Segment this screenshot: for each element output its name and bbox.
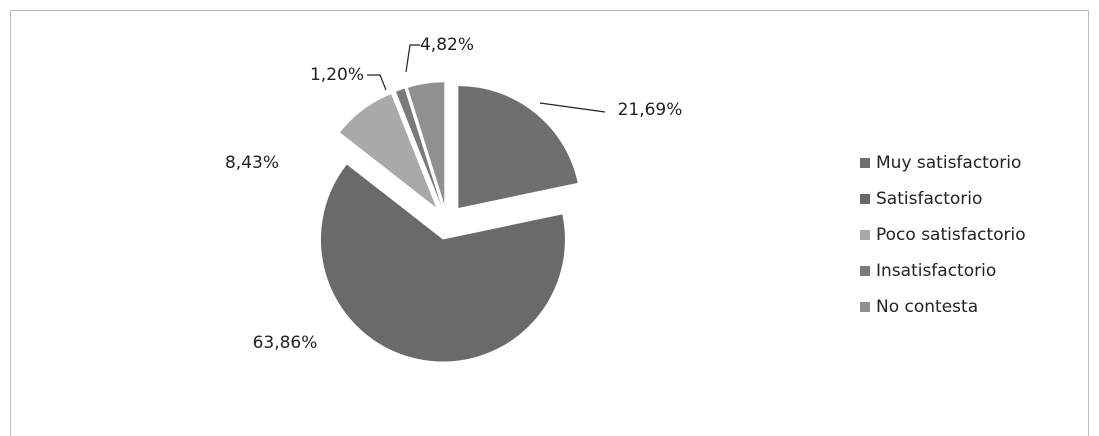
legend-label: Satisfactorio [876,189,982,209]
pie-slice [458,86,578,209]
pie-slice [320,164,565,362]
legend-label: No contesta [876,297,978,317]
legend-swatch [860,302,870,312]
leader-line [539,102,606,113]
legend-swatch [860,266,870,276]
data-label: 4,82% [420,35,474,55]
legend-swatch [860,194,870,204]
data-label: 63,86% [253,333,318,353]
data-label: 21,69% [618,100,683,120]
pie-slice [395,88,441,206]
pie-slice [407,82,445,205]
legend-swatch [860,230,870,240]
data-label: 8,43% [225,153,279,173]
data-label: 1,20% [310,65,364,85]
pie-slice [340,94,437,208]
legend-swatch [860,158,870,168]
legend-label: Muy satisfactorio [876,153,1021,173]
leader-line [405,44,420,73]
leader-line [367,74,387,91]
legend-label: Insatisfactorio [876,261,996,281]
legend-label: Poco satisfactorio [876,225,1026,245]
